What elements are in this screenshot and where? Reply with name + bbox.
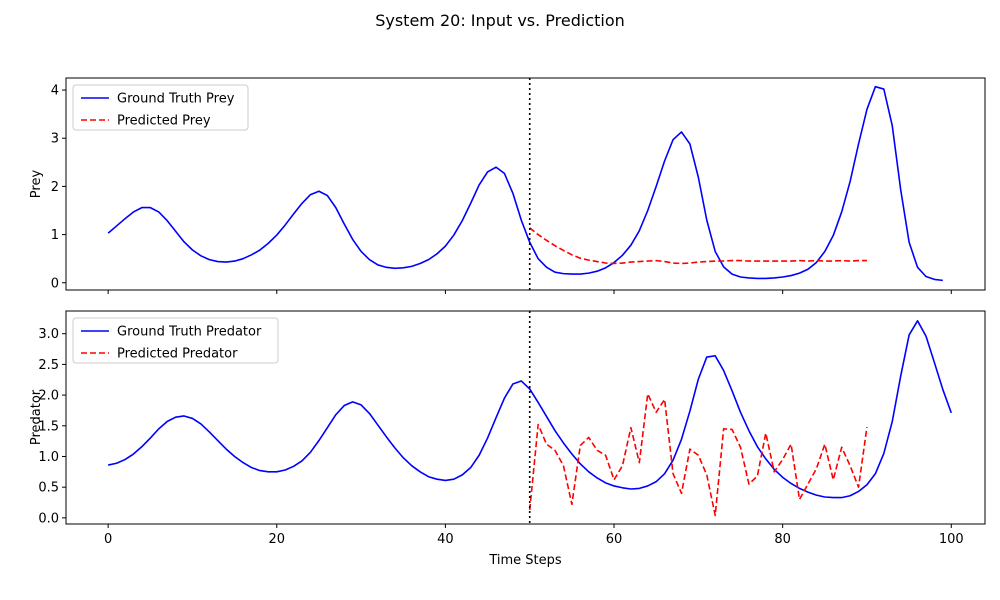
legend-label: Ground Truth Prey xyxy=(117,92,235,107)
y-tick-label: 0.0 xyxy=(38,511,59,526)
series-line-predicted-predator xyxy=(528,393,868,517)
y-tick-label: 0 xyxy=(51,276,59,291)
x-tick-label: 80 xyxy=(774,532,791,547)
y-tick-label: 1 xyxy=(51,228,59,243)
x-tick-label: 60 xyxy=(606,532,623,547)
legend-label: Ground Truth Predator xyxy=(117,325,262,340)
legend-box xyxy=(72,317,279,364)
y-tick-label: 1.5 xyxy=(38,419,59,434)
legend-label: Predicted Prey xyxy=(117,114,211,129)
y-axis-label: Predator xyxy=(29,389,44,445)
y-axis-label: Prey xyxy=(29,170,44,199)
x-tick-label: 40 xyxy=(437,532,454,547)
y-tick-label: 0.5 xyxy=(38,481,59,496)
prey-subplot: 0 1 2 3 4 Prey Ground Truth Prey Predicted Prey xyxy=(29,77,986,294)
y-tick-label: 2.0 xyxy=(38,389,59,404)
plot-area xyxy=(107,78,943,290)
y-tick-label: 2 xyxy=(51,180,59,195)
legend: Ground Truth Predator Predicted Predator xyxy=(72,317,279,364)
plot-area xyxy=(107,311,953,524)
x-axis-label: Time Steps xyxy=(488,553,562,568)
legend: Ground Truth Prey Predicted Prey xyxy=(72,84,249,131)
series-line-ground-truth-predator xyxy=(107,320,953,499)
x-tick-label: 100 xyxy=(939,532,964,547)
y-tick-label: 3 xyxy=(51,132,59,147)
x-tick-label: 0 xyxy=(104,532,112,547)
series-line-ground-truth-prey xyxy=(107,85,943,282)
y-tick-label: 4 xyxy=(51,84,59,99)
series-line-predicted-prey xyxy=(529,227,867,265)
axes-frame xyxy=(65,77,986,291)
legend-box xyxy=(72,84,249,131)
y-tick-label: 1.0 xyxy=(38,450,59,465)
y-tick-label: 3.0 xyxy=(38,327,59,342)
legend-label: Predicted Predator xyxy=(117,347,238,362)
axes-frame xyxy=(65,310,986,525)
x-tick-label: 20 xyxy=(269,532,286,547)
y-tick-label: 2.5 xyxy=(38,358,59,373)
figure-suptitle: System 20: Input vs. Prediction xyxy=(375,11,625,30)
predator-subplot: 0.0 0.5 1.0 1.5 2.0 2.5 3.0 0 20 40 60 80 100 Predato… xyxy=(29,310,986,547)
